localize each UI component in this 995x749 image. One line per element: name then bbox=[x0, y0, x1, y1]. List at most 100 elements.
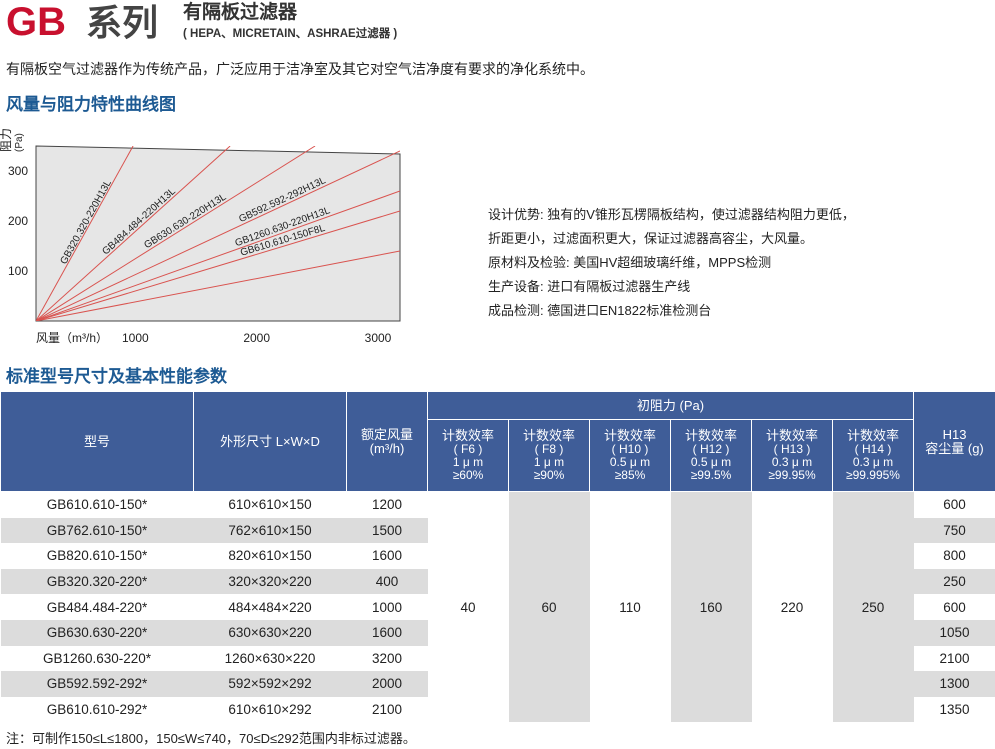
feature-item: 生产设备: 进口有隔板过滤器生产线 bbox=[488, 279, 691, 294]
series-title: 系列 bbox=[86, 2, 159, 43]
cell-airflow: 1200 bbox=[371, 497, 403, 513]
efficiency-label: 计数效率 bbox=[847, 428, 900, 443]
table-row: GB762.610-150* 762×610×150 1500 750 bbox=[0, 517, 995, 544]
efficiency-label: 计数效率 bbox=[522, 428, 575, 443]
cell-resistance: 110 bbox=[589, 491, 671, 723]
y-axis-ticks: 100 200 300 bbox=[8, 164, 28, 278]
cell-resistance: 40 bbox=[427, 491, 509, 723]
x-axis-ticks: 1000 2000 3000 bbox=[122, 331, 392, 345]
efficiency-grade: ( F8 ) bbox=[534, 442, 564, 456]
cell-dust: 1300 bbox=[913, 671, 995, 697]
efficiency-eff: ≥90% bbox=[533, 468, 565, 482]
cell-model: GB762.610-150* bbox=[0, 517, 194, 544]
feature-item: 成品检测: 德国进口EN1822标准检测台 bbox=[488, 303, 712, 318]
efficiency-eff: ≥99.5% bbox=[690, 468, 732, 482]
header-efficiency: 计数效率( F6 ) 1 μ m ≥60% bbox=[427, 419, 509, 492]
efficiency-particle: 0.5 μ m bbox=[690, 455, 732, 469]
cell-airflow: 1600 bbox=[371, 548, 403, 564]
cell-size: 484×484×220 bbox=[228, 599, 312, 615]
series-line bbox=[36, 190, 400, 321]
table-row: GB630.630-220* 630×630×220 1600 1050 bbox=[0, 619, 995, 646]
cell-size: 610×610×150 bbox=[228, 497, 312, 513]
feature-list: 设计优势: 独有的V锥形瓦楞隔板结构，使过滤器结构阻力更低， 折距更小，过滤面积… bbox=[488, 203, 855, 323]
footnote: 注：可制作150≤L≤1800，150≤W≤740，70≤D≤292范围内非标过… bbox=[6, 731, 416, 746]
efficiency-particle: 0.3 μ m bbox=[852, 455, 894, 469]
table-row: GB610.610-150* 610×610×150 1200 40 60 110 160 2… bbox=[1, 491, 995, 723]
table-row: GB592.592-292* 592×592×292 2000 1300 bbox=[0, 671, 995, 697]
cell-model: GB484.484-220* bbox=[46, 599, 148, 615]
x-tick-label: 3000 bbox=[365, 331, 392, 345]
efficiency-particle: 1 μ m bbox=[533, 455, 565, 469]
cell-resistance: 250 bbox=[832, 491, 914, 723]
header-model: 型号 bbox=[0, 391, 194, 492]
header-airflow-label: 额定风量 bbox=[360, 426, 413, 442]
header-dust: H13 容尘量 (g) bbox=[913, 391, 995, 492]
efficiency-particle: 0.3 μ m bbox=[771, 455, 813, 469]
efficiency-eff: ≥60% bbox=[452, 468, 484, 482]
cell-dust: 800 bbox=[943, 548, 966, 564]
intro-text: 有隔板空气过滤器作为传统产品，广泛应用于洁净室及其它对空气洁净度有要求的净化系统… bbox=[6, 61, 594, 77]
cell-size: 630×630×220 bbox=[193, 619, 347, 646]
efficiency-grade: ( H14 ) bbox=[854, 442, 892, 456]
efficiency-grade: ( H13 ) bbox=[773, 442, 811, 456]
cell-model: GB320.320-220* bbox=[0, 568, 194, 595]
airflow-resistance-chart: GB320.320-220H13LGB484.484-220H13LGB630.… bbox=[0, 128, 401, 345]
header-dust-label: 容尘量 (g) bbox=[925, 440, 984, 456]
efficiency-label: 计数效率 bbox=[684, 428, 737, 443]
header-efficiency: 计数效率( F8 ) 1 μ m ≥90% bbox=[508, 419, 590, 492]
y-tick-label: 100 bbox=[8, 264, 28, 278]
efficiency-particle: 1 μ m bbox=[452, 455, 484, 469]
cell-airflow: 400 bbox=[346, 568, 428, 595]
cell-resistance: 60 bbox=[508, 491, 590, 723]
header-efficiency: 计数效率( H10 ) 0.5 μ m ≥85% bbox=[589, 419, 671, 492]
cell-dust: 600 bbox=[943, 599, 966, 615]
series-line bbox=[36, 146, 134, 321]
cell-dust: 600 bbox=[943, 497, 966, 513]
efficiency-particle: 0.5 μ m bbox=[609, 455, 651, 469]
cell-airflow: 3200 bbox=[371, 650, 403, 666]
series-lines bbox=[36, 146, 400, 321]
header-airflow: 额定风量 (m³/h) bbox=[346, 391, 428, 492]
y-tick-label: 200 bbox=[8, 214, 28, 228]
table-row: GB1260.630-220* 1260×630×220 3200 2100 bbox=[1, 646, 995, 672]
feature-item: 原材料及检验: 美国HV超细玻璃纤维，MPPS检测 bbox=[488, 255, 772, 270]
table-row: GB484.484-220* 484×484×220 1000 600 bbox=[1, 594, 995, 620]
cell-model: GB630.630-220* bbox=[0, 619, 194, 646]
feature-item: 折距更小，过滤面积更大，保证过滤器高容尘，大风量。 bbox=[488, 231, 814, 246]
header-resistance: 初阻力 (Pa) bbox=[426, 391, 915, 420]
cell-size: 592×592×292 bbox=[193, 671, 347, 697]
cell-size: 610×610×292 bbox=[228, 702, 312, 718]
efficiency-eff: ≥99.95% bbox=[768, 468, 816, 482]
efficiency-label: 计数效率 bbox=[441, 428, 494, 443]
cell-size: 762×610×150 bbox=[193, 517, 347, 544]
cell-dust: 1050 bbox=[913, 619, 995, 646]
cell-size: 820×610×150 bbox=[228, 548, 312, 564]
y-axis-label: 阻力 bbox=[0, 128, 13, 152]
cell-airflow: 1600 bbox=[346, 619, 428, 646]
table-row: GB320.320-220* 320×320×220 400 250 bbox=[0, 568, 995, 595]
efficiency-label: 计数效率 bbox=[603, 428, 656, 443]
header-efficiency: 计数效率( H14 ) 0.3 μ m ≥99.995% bbox=[831, 419, 915, 492]
cell-airflow: 1000 bbox=[371, 599, 403, 615]
cell-dust: 250 bbox=[913, 568, 995, 595]
y-tick-label: 300 bbox=[8, 164, 28, 178]
cell-dust: 1350 bbox=[939, 702, 970, 718]
brand-title: GB bbox=[6, 0, 66, 44]
series-line bbox=[36, 250, 400, 321]
cell-size: 320×320×220 bbox=[193, 568, 347, 595]
cell-dust: 750 bbox=[913, 517, 995, 544]
efficiency-label: 计数效率 bbox=[765, 428, 818, 443]
series-line bbox=[36, 146, 231, 321]
x-tick-label: 1000 bbox=[122, 331, 149, 345]
cell-model: GB610.610-150* bbox=[46, 497, 148, 513]
cell-model: GB820.610-150* bbox=[46, 548, 148, 564]
section-title-specs: 标准型号尺寸及基本性能参数 bbox=[6, 367, 227, 386]
efficiency-grade: ( F6 ) bbox=[453, 442, 483, 456]
plot-area bbox=[35, 145, 401, 322]
efficiency-eff: ≥85% bbox=[614, 468, 646, 482]
product-subtitle: 有隔板过滤器 bbox=[183, 2, 298, 23]
cell-airflow: 1500 bbox=[346, 517, 428, 544]
efficiency-eff: ≥99.995% bbox=[846, 468, 900, 482]
header-size: 外形尺寸 L×W×D bbox=[193, 391, 347, 492]
header-efficiency: 计数效率( H12 ) 0.5 μ m ≥99.5% bbox=[670, 419, 752, 492]
